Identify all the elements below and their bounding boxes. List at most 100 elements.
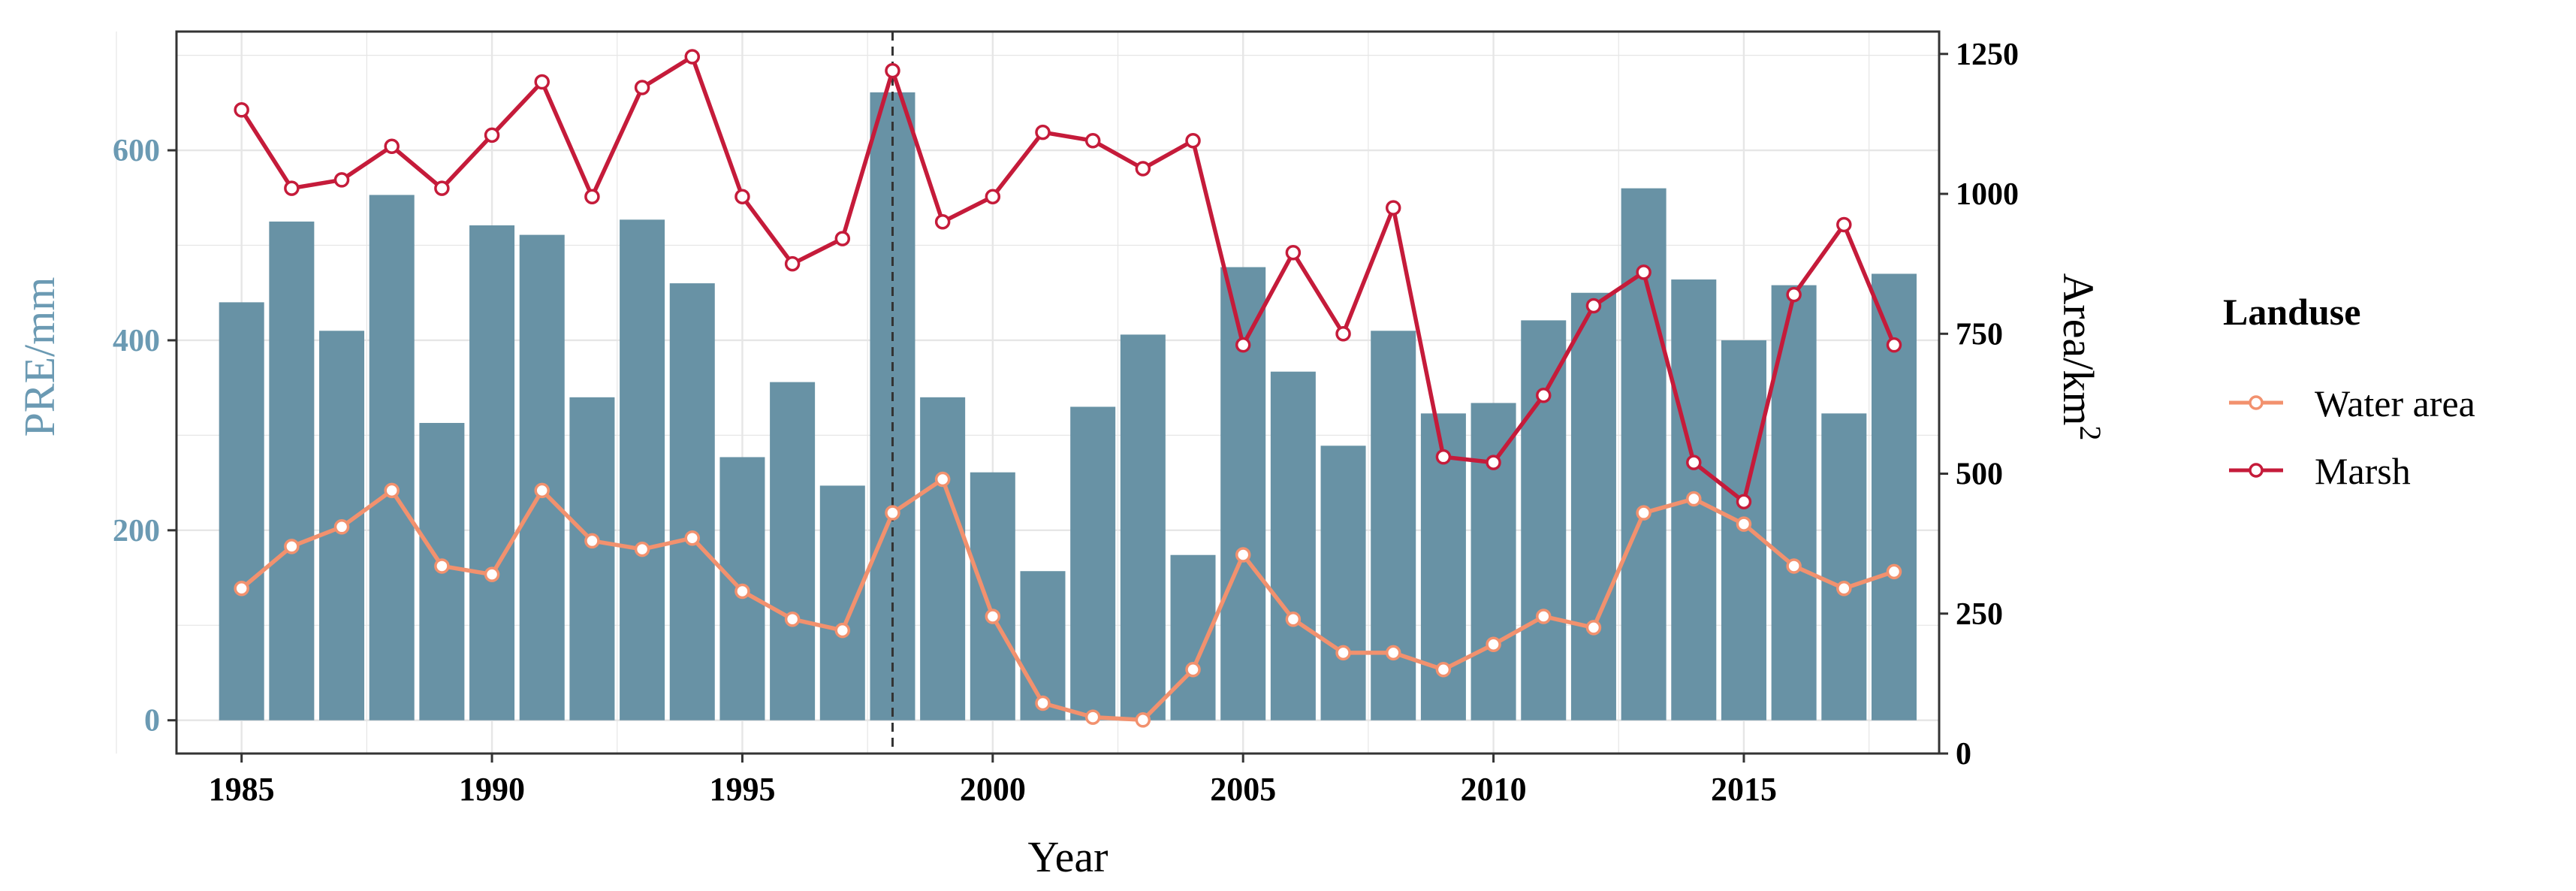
point-marsh-2007: [1335, 326, 1351, 342]
point-marsh-2004: [1185, 133, 1201, 149]
tick-label-x: 2015: [1711, 771, 1777, 808]
point-water-area-1990: [484, 566, 500, 582]
point-marsh-1999: [934, 214, 951, 230]
point-marsh-1994: [684, 49, 701, 65]
tick-label-x: 1985: [209, 771, 275, 808]
bar-pre-1985: [219, 302, 264, 720]
bar-pre-2001: [1020, 571, 1066, 720]
point-water-area-2004: [1185, 662, 1201, 678]
tick-label-left: 200: [113, 514, 160, 548]
point-water-area-1999: [934, 471, 951, 488]
x-axis-title: Year: [1028, 832, 1109, 881]
bar-pre-2005: [1220, 267, 1266, 720]
point-marsh-1985: [234, 102, 249, 118]
point-marsh-2014: [1686, 455, 1702, 470]
point-water-area-2001: [1035, 695, 1051, 711]
bar-pre-1994: [669, 283, 715, 720]
tick-label-right: 1250: [1956, 38, 2019, 72]
point-marsh-2012: [1585, 298, 1602, 314]
bar-pre-1990: [469, 225, 515, 720]
point-marsh-1998: [885, 62, 900, 79]
tick-label-left: 600: [113, 134, 160, 168]
point-marsh-1986: [284, 180, 300, 196]
tick-label-x: 2005: [1210, 771, 1276, 808]
tick-label-right: 1000: [1956, 177, 2019, 212]
point-water-area-2015: [1736, 516, 1752, 532]
point-marsh-1993: [634, 80, 650, 95]
point-water-area-2010: [1486, 636, 1501, 652]
bar-pre-2016: [1771, 285, 1817, 720]
point-marsh-2017: [1836, 216, 1852, 233]
point-water-area-2008: [1385, 645, 1401, 661]
y-axis-right-title-base: Area/km: [2054, 273, 2103, 426]
point-water-area-1993: [634, 541, 650, 557]
point-marsh-2013: [1636, 264, 1651, 280]
tick-label-x: 1990: [459, 771, 525, 808]
point-marsh-2009: [1435, 449, 1452, 465]
legend-water-label: Water area: [2315, 382, 2475, 424]
point-water-area-1996: [784, 611, 801, 627]
point-marsh-1995: [734, 189, 750, 205]
bar-pre-1992: [569, 397, 615, 720]
point-water-area-2009: [1435, 662, 1452, 678]
legend-marsh-label: Marsh: [2315, 450, 2411, 492]
point-marsh-2006: [1285, 245, 1302, 261]
point-marsh-2015: [1736, 494, 1752, 510]
point-marsh-2016: [1786, 286, 1802, 303]
point-marsh-2000: [985, 189, 1001, 205]
axes: 0 200 400 600 0 250 500 750 1000 1250 1985 1990 1995…: [113, 30, 2019, 808]
bar-pre-2008: [1371, 331, 1416, 720]
point-water-area-2017: [1836, 580, 1852, 597]
tick-label-right: 750: [1956, 317, 2003, 352]
bar-pre-1986: [269, 221, 315, 720]
point-water-area-2014: [1686, 491, 1702, 507]
point-water-area-1988: [384, 482, 400, 499]
point-marsh-2001: [1035, 124, 1051, 140]
point-water-area-2002: [1084, 709, 1101, 725]
panel-border: [175, 30, 1941, 755]
point-marsh-2003: [1135, 161, 1151, 177]
y-axis-left-title: PRE/mm: [15, 277, 64, 437]
point-marsh-1997: [834, 231, 851, 246]
point-water-area-1986: [284, 539, 300, 554]
tick-label-right: 0: [1956, 737, 1971, 772]
tick-label-x: 2010: [1461, 771, 1527, 808]
point-water-area-2012: [1585, 620, 1602, 636]
legend-item-marsh: Marsh: [2229, 450, 2411, 492]
tick-label-x: 1995: [709, 771, 775, 808]
point-water-area-1994: [684, 530, 701, 546]
bar-pre-2002: [1070, 406, 1116, 720]
y-axis-right-title: Area/km2: [2054, 273, 2107, 441]
point-water-area-2000: [985, 609, 1001, 624]
tick-label-x: 2000: [960, 771, 1026, 808]
point-water-area-1987: [333, 519, 350, 535]
tick-label-right: 500: [1956, 458, 2003, 492]
point-marsh-2008: [1385, 200, 1401, 216]
point-water-area-1992: [584, 533, 600, 549]
point-water-area-2003: [1135, 712, 1151, 728]
point-marsh-1989: [434, 180, 450, 196]
bar-pre-1991: [519, 234, 565, 720]
bar-pre-2010: [1470, 403, 1516, 720]
point-marsh-1991: [534, 74, 550, 90]
legend-title: Landuse: [2223, 291, 2360, 333]
bar-pre-1993: [620, 219, 665, 720]
point-water-area-1985: [234, 580, 249, 597]
bar-pre-2006: [1270, 371, 1316, 720]
point-marsh-2011: [1536, 387, 1552, 403]
point-water-area-2006: [1285, 611, 1302, 627]
bar-pre-2012: [1570, 292, 1616, 720]
legend: Landuse Water area Marsh: [2223, 291, 2475, 492]
y-axis-right-title-sup: 2: [2074, 425, 2107, 440]
bar-pre-2000: [970, 472, 1015, 720]
bar-pre-1988: [369, 195, 415, 720]
line-series: [234, 49, 1902, 728]
line-water-area: [240, 477, 1895, 723]
point-water-area-2013: [1636, 505, 1651, 521]
point-water-area-1995: [734, 583, 750, 600]
point-water-area-2016: [1786, 558, 1802, 574]
point-marsh-1990: [484, 127, 500, 143]
legend-marsh-marker: [2249, 463, 2264, 478]
tick-label-left: 0: [144, 704, 160, 738]
